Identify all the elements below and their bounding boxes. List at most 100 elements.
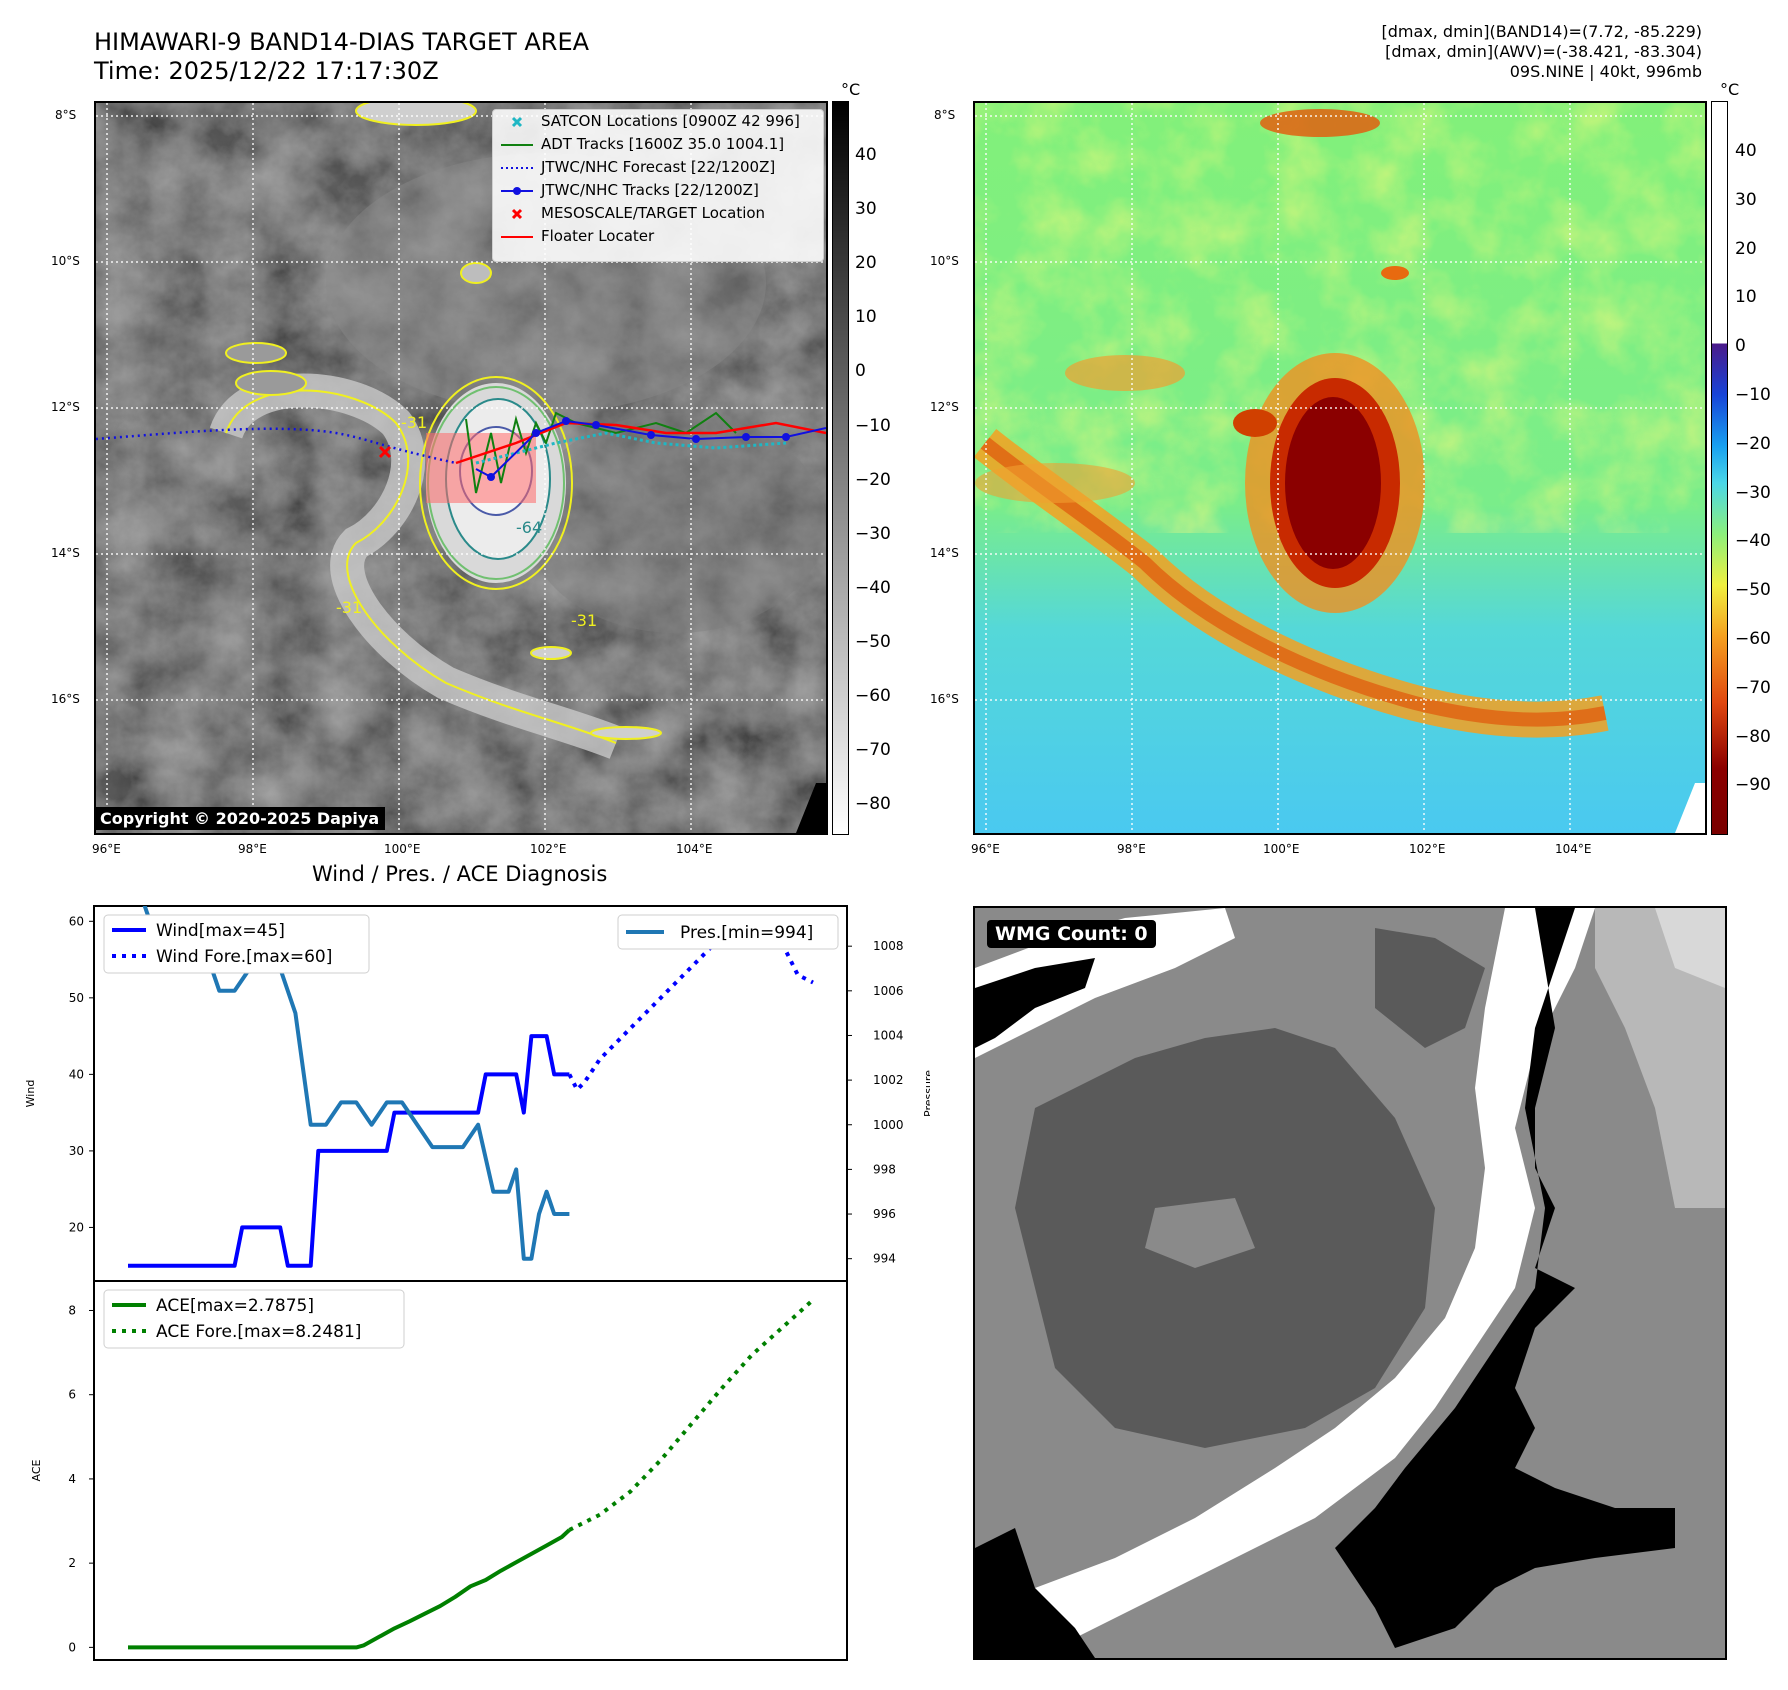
series-line-wind-fore- bbox=[567, 919, 814, 1092]
y2-tick-label: 998 bbox=[873, 1162, 896, 1176]
colorbar-tick-label: −80 bbox=[1735, 726, 1771, 747]
awv-colorbar bbox=[1711, 101, 1728, 835]
legend-label: Wind Fore.[max=60] bbox=[156, 947, 332, 967]
colorbar-tick-label: −60 bbox=[1735, 629, 1771, 649]
legend-box bbox=[617, 914, 839, 950]
jtwc-track bbox=[475, 419, 826, 479]
colorbar-tick-label: 30 bbox=[855, 199, 877, 220]
colorbar-tick-label: −70 bbox=[1735, 677, 1771, 698]
wmg-image bbox=[975, 908, 1725, 1658]
y-tick-label: 6 bbox=[68, 1388, 76, 1402]
lat-label: 12°S bbox=[51, 400, 80, 414]
lat-label: 14°S bbox=[930, 546, 959, 560]
colorbar-tick-label: −30 bbox=[1735, 482, 1771, 503]
ace-subplot: 0 2 4 6 8 ACE ACE[max=2.7875] ACE Fore.[max=8.2… bbox=[30, 1280, 848, 1661]
wmg-count-badge: WMG Count: 0 bbox=[987, 920, 1156, 948]
lat-label: 10°S bbox=[930, 254, 959, 268]
wind-series-group bbox=[128, 906, 814, 1268]
lat-label: 16°S bbox=[930, 692, 959, 706]
y-tick-label: 8 bbox=[68, 1303, 76, 1317]
legend-item: SATCON Locations [0900Z 42 996] bbox=[493, 110, 823, 133]
copyright-badge: Copyright © 2020-2025 Dapiya bbox=[94, 807, 386, 830]
colorbar-tick-label: 40 bbox=[1735, 141, 1757, 161]
legend-item: ADT Tracks [1600Z 35.0 1004.1] bbox=[501, 135, 785, 153]
series-line-ace-fore- bbox=[568, 1298, 815, 1532]
colorbar-tick-label: 40 bbox=[855, 145, 877, 165]
pressure-legend: Pres.[min=994] bbox=[617, 914, 839, 950]
colorbar-tick-label: 20 bbox=[1735, 238, 1757, 259]
y2-tick-label: 1000 bbox=[873, 1118, 904, 1132]
ace-legend: ACE[max=2.7875] ACE Fore.[max=8.2481] bbox=[103, 1289, 405, 1349]
y2-tick-label: 1004 bbox=[873, 1028, 904, 1042]
satcon-markers bbox=[475, 431, 787, 465]
lon-label: 102°E bbox=[1409, 842, 1446, 856]
lat-label: 8°S bbox=[934, 108, 956, 122]
ir-colorbar bbox=[832, 101, 849, 835]
lon-label: 104°E bbox=[676, 842, 713, 856]
colorbar-tick-label: −30 bbox=[855, 523, 891, 544]
contour-label: -31 bbox=[571, 611, 597, 630]
wind-legend: Wind[max=45] Wind Fore.[max=60] bbox=[103, 914, 370, 974]
wmg-panel bbox=[973, 906, 1727, 1660]
legend-label: Wind[max=45] bbox=[156, 921, 285, 941]
target-location-marker bbox=[378, 445, 392, 459]
colorbar-tick-label: −60 bbox=[855, 686, 891, 706]
ir-map-panel: -31 -64 -31 -31 S bbox=[94, 101, 828, 835]
colorbar-tick-label: 30 bbox=[1735, 189, 1757, 210]
colorbar-tick-label: −70 bbox=[855, 740, 891, 761]
awv-map-grid bbox=[975, 103, 1705, 833]
colorbar-tick-label: 20 bbox=[855, 253, 877, 274]
colorbar-tick-label: −20 bbox=[855, 469, 891, 490]
stats-band14: [dmax, dmin](BAND14)=(7.72, -85.229) bbox=[1381, 22, 1703, 41]
stats-awv: [dmax, dmin](AWV)=(-38.421, -83.304) bbox=[1385, 42, 1702, 61]
colorbar-tick-label: 10 bbox=[1735, 287, 1757, 308]
y-axis-label: Wind bbox=[24, 1080, 37, 1108]
awv-map-image bbox=[975, 103, 1705, 833]
lat-label: 10°S bbox=[51, 254, 80, 268]
legend-box bbox=[103, 1289, 405, 1349]
ace-axes-frame bbox=[93, 1280, 848, 1661]
lat-label: 8°S bbox=[55, 108, 77, 122]
colorbar-tick-label: 0 bbox=[1735, 336, 1746, 357]
y2-tick-label: 1008 bbox=[873, 939, 904, 953]
y2-tick-label: 1006 bbox=[873, 984, 904, 998]
y-tick-label: 4 bbox=[68, 1472, 76, 1486]
awv-map-panel bbox=[973, 101, 1707, 835]
lon-label: 98°E bbox=[1117, 842, 1146, 856]
legend-item: JTWC/NHC Forecast [22/1200Z] bbox=[501, 158, 776, 176]
lat-label: 14°S bbox=[51, 546, 80, 560]
lat-label: 12°S bbox=[930, 400, 959, 414]
storm-info: 09S.NINE | 40kt, 996mb bbox=[1509, 62, 1702, 81]
ir-map-legend: SATCON Locations [0900Z 42 996] ADT Trac… bbox=[492, 109, 824, 262]
colorbar-tick-label: 0 bbox=[855, 361, 866, 382]
lon-label: 100°E bbox=[1263, 842, 1300, 856]
colorbar-tick-label: −50 bbox=[855, 631, 891, 652]
y-tick-label: 2 bbox=[68, 1556, 76, 1570]
y2-tick-label: 996 bbox=[873, 1207, 896, 1221]
legend-label: ACE[max=2.7875] bbox=[156, 1296, 314, 1316]
legend-label: Pres.[min=994] bbox=[680, 923, 813, 943]
lon-label: 96°E bbox=[971, 842, 1000, 856]
contour-label: -64 bbox=[516, 518, 542, 537]
y-tick-label: 50 bbox=[69, 991, 84, 1005]
legend-box bbox=[103, 914, 370, 974]
y-tick-label: 0 bbox=[68, 1640, 76, 1654]
colorbar-tick-label: −90 bbox=[1735, 775, 1771, 796]
lon-label: 96°E bbox=[92, 842, 121, 856]
ir-colorbar-unit: °C bbox=[841, 80, 861, 99]
lon-label: 100°E bbox=[384, 842, 421, 856]
legend-item: MESOSCALE/TARGET Location bbox=[493, 202, 823, 225]
lon-label: 104°E bbox=[1555, 842, 1592, 856]
legend-label: ACE Fore.[max=8.2481] bbox=[156, 1322, 361, 1342]
y-tick-label: 60 bbox=[69, 914, 84, 928]
chart-title: Wind / Pres. / ACE Diagnosis bbox=[312, 862, 608, 886]
contour-label: -31 bbox=[336, 598, 362, 617]
contour-label: -31 bbox=[401, 413, 427, 432]
colorbar-tick-label: −40 bbox=[1735, 531, 1771, 552]
legend-item: JTWC/NHC Tracks [22/1200Z] bbox=[493, 179, 823, 202]
colorbar-tick-label: −10 bbox=[1735, 385, 1771, 405]
figure-title: HIMAWARI-9 BAND14-DIAS TARGET AREA bbox=[94, 28, 590, 56]
stats-block: [dmax, dmin](BAND14)=(7.72, -85.229) [dm… bbox=[1382, 22, 1703, 82]
diagnosis-chart: 203040506099499699810001002100410061008W… bbox=[24, 905, 930, 1661]
lon-label: 102°E bbox=[530, 842, 567, 856]
